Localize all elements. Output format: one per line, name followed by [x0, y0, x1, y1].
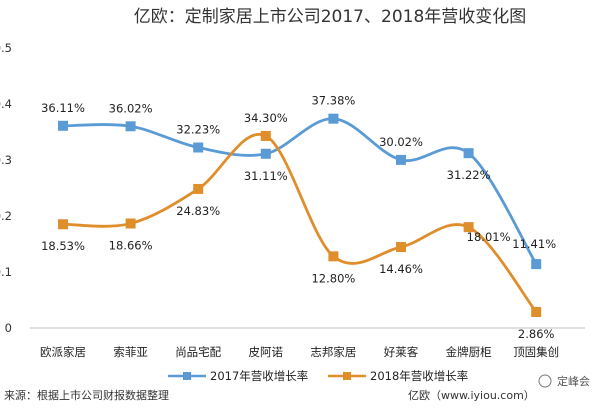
data-point [531, 259, 542, 270]
x-axis: 欧派家居 索菲亚 尚品宅配 皮阿诺 志邦家居 好莱客 金牌厨柜 顶固集创 [40, 345, 559, 359]
y-tick-label: 0.2 [0, 209, 12, 223]
data-point [58, 120, 68, 131]
data-label: 14.46% [379, 262, 423, 276]
data-label: 12.80% [311, 271, 355, 285]
data-label: 36.02% [109, 101, 153, 115]
data-label: 31.11% [244, 169, 288, 183]
data-point [531, 306, 542, 317]
data-point [193, 142, 204, 153]
data-label: 30.02% [379, 135, 423, 149]
y-tick-label: 0.4 [0, 97, 12, 111]
legend-item-2017: 2017年营收增长率 [168, 369, 308, 383]
data-label: 18.01% [467, 230, 511, 244]
y-axis: 0 0.1 0.2 0.3 0.4 0.5 [0, 41, 12, 335]
x-category-label: 皮阿诺 [249, 345, 284, 359]
data-label: 18.66% [109, 239, 153, 253]
data-point [125, 218, 136, 229]
data-labels: 36.11% 36.02% 32.23% 31.11% 37.38% 30.02% 31.2… [41, 94, 556, 341]
y-tick-label: 0.3 [0, 153, 12, 167]
x-category-label: 索菲亚 [113, 345, 148, 359]
legend-marker-2017 [183, 372, 191, 380]
credit-note: 亿欧（www.iyiou.com） [408, 389, 535, 402]
data-label: 2.86% [518, 327, 555, 341]
y-tick-label: 0.5 [0, 41, 12, 55]
legend-item-2018: 2018年营收增长率 [328, 369, 468, 383]
data-point [463, 222, 474, 233]
x-category-label: 金牌厨柜 [446, 345, 492, 359]
data-point [260, 148, 271, 159]
x-category-label: 好莱客 [384, 345, 419, 359]
series-2018 [58, 130, 542, 317]
data-point [328, 251, 339, 262]
legend-label-2017: 2017年营收增长率 [210, 369, 308, 383]
data-point [328, 113, 339, 124]
legend-marker-2018 [343, 372, 351, 380]
x-category-label: 顶固集创 [513, 345, 559, 359]
watermark: 定峰会 [538, 374, 590, 388]
series-2017 [58, 113, 542, 270]
data-point [58, 219, 68, 230]
watermark-text: 定峰会 [557, 374, 590, 388]
chart-title: 亿欧：定制家居上市公司2017、2018年营收变化图 [134, 7, 527, 27]
series-layer [58, 113, 542, 317]
x-category-label: 欧派家居 [40, 345, 86, 359]
data-point [193, 183, 204, 194]
y-tick-label: 0.1 [0, 265, 12, 279]
data-label: 37.38% [311, 94, 355, 108]
data-point [396, 242, 406, 253]
data-label: 24.83% [176, 204, 220, 218]
data-label: 36.11% [41, 101, 85, 115]
y-tick-label: 0 [5, 321, 12, 335]
watermark-icon [538, 374, 552, 388]
data-label: 32.23% [176, 123, 220, 137]
x-category-label: 尚品宅配 [175, 345, 221, 359]
data-point [125, 121, 136, 132]
x-category-label: 志邦家居 [310, 345, 356, 359]
source-note: 来源：根据上市公司财报数据整理 [4, 388, 169, 402]
data-point [463, 148, 474, 159]
data-label: 31.22% [447, 168, 491, 182]
legend-label-2018: 2018年营收增长率 [370, 369, 468, 383]
data-label: 18.53% [41, 239, 85, 253]
data-label: 34.30% [244, 111, 288, 125]
data-point [396, 154, 406, 165]
legend: 2017年营收增长率 2018年营收增长率 [168, 369, 468, 383]
data-label: 11.41% [512, 237, 556, 251]
data-point [260, 130, 271, 141]
